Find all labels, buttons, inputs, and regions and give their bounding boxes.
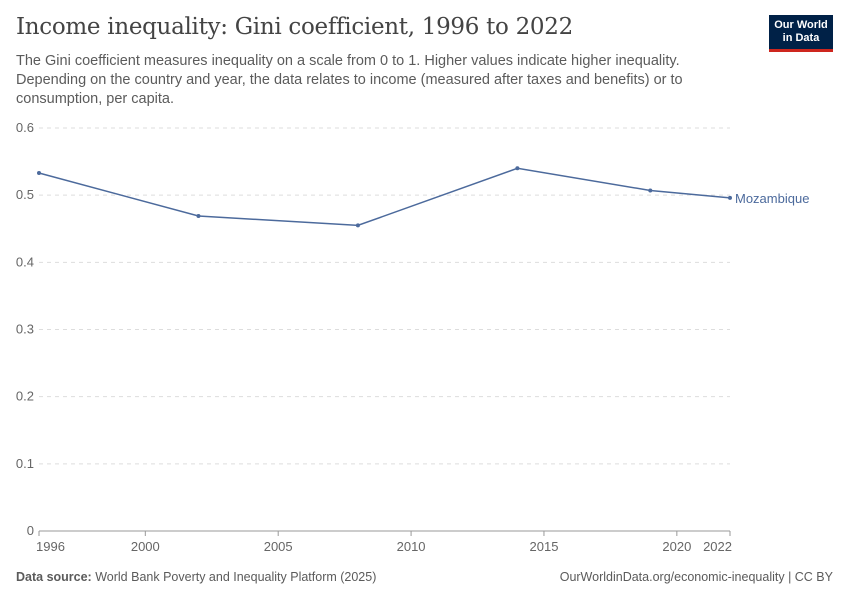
owid-logo[interactable]: Our World in Data: [769, 15, 833, 52]
y-tick-label: 0.4: [16, 254, 34, 269]
series-label: Mozambique: [735, 191, 809, 206]
data-point: [355, 223, 360, 228]
y-tick-label: 0.5: [16, 187, 34, 202]
y-tick-label: 0.3: [16, 322, 34, 337]
y-tick-label: 0: [27, 523, 34, 538]
source-label: Data source:: [16, 570, 92, 584]
chart-title: Income inequality: Gini coefficient, 199…: [16, 14, 573, 40]
data-point: [648, 188, 653, 193]
x-tick-label: 2022: [703, 539, 732, 554]
x-tick-label: 2020: [662, 539, 691, 554]
x-tick-label: 2000: [131, 539, 160, 554]
footer-link[interactable]: OurWorldinData.org/economic-inequality |…: [559, 570, 833, 584]
y-tick-label: 0.6: [16, 120, 34, 135]
data-point: [37, 171, 41, 176]
data-point: [728, 195, 732, 200]
data-point: [515, 166, 520, 171]
data-source: Data source: World Bank Poverty and Ineq…: [16, 570, 376, 584]
x-tick-label: 2015: [530, 539, 559, 554]
y-tick-label: 0.2: [16, 389, 34, 404]
source-text: World Bank Poverty and Inequality Platfo…: [95, 570, 377, 584]
data-point: [196, 213, 201, 218]
chart-subtitle: The Gini coefficient measures inequality…: [16, 53, 683, 107]
x-tick-label: 1996: [36, 539, 65, 554]
y-tick-label: 0.1: [16, 456, 34, 471]
x-tick-label: 2010: [397, 539, 426, 554]
series-line: [38, 167, 731, 227]
x-tick-label: 2005: [264, 539, 293, 554]
